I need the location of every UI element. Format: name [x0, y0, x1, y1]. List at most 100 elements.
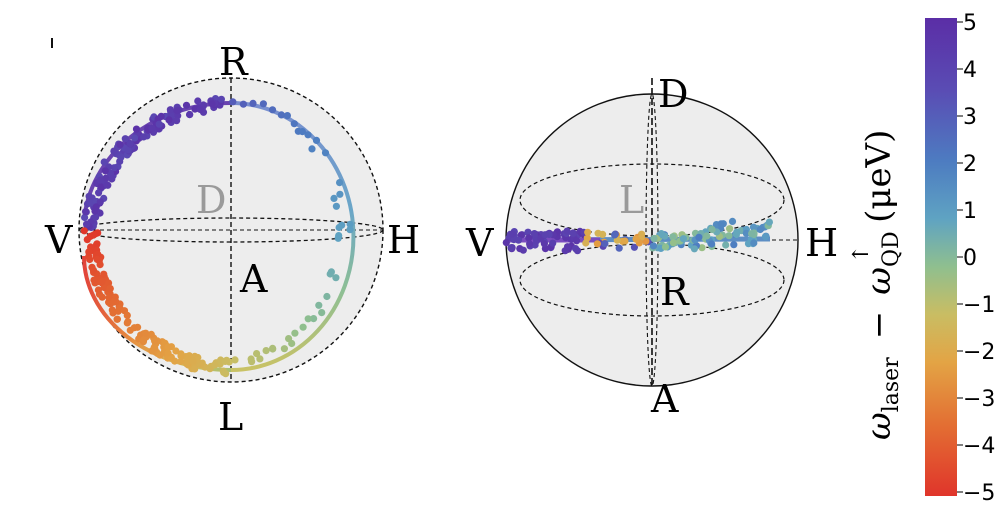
data-point [541, 231, 549, 239]
data-point [540, 240, 549, 248]
left-label-center-lower: A [239, 257, 268, 301]
data-point [346, 226, 354, 234]
data-point [661, 243, 670, 251]
data-point [98, 278, 106, 286]
data-point [92, 213, 100, 221]
data-point [80, 227, 88, 235]
data-point [93, 240, 101, 248]
data-point [722, 241, 730, 249]
right-label-center-upper: L [619, 178, 644, 222]
data-point [708, 240, 716, 248]
data-point [231, 356, 239, 364]
data-point [177, 357, 185, 366]
data-point [126, 140, 134, 148]
data-point [97, 183, 105, 191]
data-point [530, 230, 539, 238]
data-point [247, 355, 255, 363]
data-point [726, 225, 734, 233]
data-point [526, 240, 534, 248]
left-label-center-upper: D [196, 178, 226, 222]
colorbar-title-arrow-sup: ↑ [849, 245, 874, 263]
data-point [89, 231, 97, 239]
data-point [290, 120, 298, 128]
data-point [308, 145, 316, 153]
data-point [732, 230, 741, 239]
data-point [744, 240, 753, 248]
data-point [283, 112, 291, 120]
colorbar-tick-label: −5 [963, 481, 995, 506]
data-point [703, 232, 711, 240]
colorbar-tick-label: −1 [963, 293, 995, 318]
data-point [564, 243, 572, 251]
data-point [304, 315, 312, 323]
data-point [131, 134, 139, 142]
data-point [649, 242, 658, 250]
data-point [98, 293, 106, 301]
data-point [106, 285, 114, 293]
data-point [208, 100, 216, 108]
data-point [89, 266, 97, 274]
data-point [336, 190, 344, 198]
right-label-left: V [465, 221, 494, 265]
data-point [96, 198, 104, 206]
data-point [239, 100, 247, 108]
data-point [573, 237, 581, 245]
data-point [86, 255, 94, 264]
colorbar-title-omega2: ω [859, 267, 899, 295]
data-point [93, 255, 101, 263]
data-point [291, 329, 299, 337]
data-point [105, 294, 113, 302]
data-point [155, 120, 163, 128]
data-point [761, 233, 770, 241]
colorbar-title-qd-sub: QD [879, 231, 904, 267]
data-point [650, 234, 658, 243]
data-point [569, 229, 577, 237]
data-point [164, 349, 172, 357]
data-point [632, 235, 640, 243]
data-point [222, 370, 230, 378]
data-point [90, 276, 98, 284]
data-point [186, 110, 194, 119]
svg-text:ωlaser−ωQD↑(μeV): ωlaser−ωQD↑(μeV) [849, 130, 904, 440]
data-point [173, 117, 181, 125]
colorbar-tick-label: 3 [963, 105, 977, 130]
data-point [269, 344, 277, 352]
data-point [335, 223, 343, 232]
data-point [105, 279, 113, 287]
data-point [502, 239, 510, 247]
data-point [280, 345, 288, 353]
data-point [259, 100, 267, 108]
colorbar-tick-label: 1 [963, 199, 977, 224]
right-label-bottom: A [650, 377, 679, 421]
data-point [194, 97, 202, 105]
data-point [750, 239, 758, 247]
data-point [249, 99, 257, 107]
colorbar-tick-label: 2 [963, 152, 977, 177]
data-point [157, 112, 165, 120]
colorbar-tick-label: 0 [963, 246, 977, 271]
data-point [765, 218, 774, 226]
data-point [621, 237, 629, 245]
data-point [164, 343, 172, 351]
data-point [728, 217, 737, 225]
data-point [312, 136, 321, 144]
data-point [332, 202, 340, 210]
left-label-top: R [219, 40, 249, 84]
colorbar-tick-label: −3 [963, 387, 995, 412]
data-point [100, 158, 108, 166]
data-point [82, 208, 90, 216]
data-point [191, 365, 199, 373]
data-point [81, 213, 89, 222]
data-point [110, 164, 118, 172]
data-point [110, 147, 118, 155]
data-point [582, 239, 590, 247]
data-point [177, 352, 185, 360]
data-point [323, 292, 331, 301]
data-point [268, 106, 277, 114]
data-point [336, 179, 344, 187]
colorbar-tick-label: 4 [963, 58, 977, 83]
data-point [613, 236, 621, 244]
data-point [229, 98, 237, 106]
data-point [507, 244, 515, 252]
